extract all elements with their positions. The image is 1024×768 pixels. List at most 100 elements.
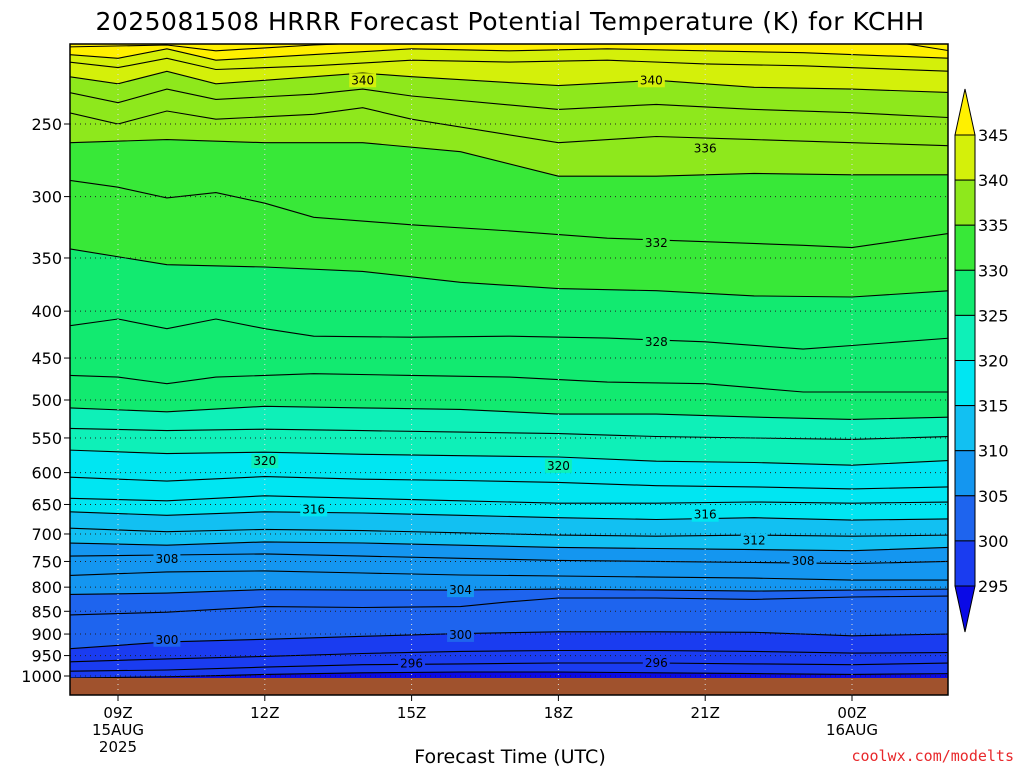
contour-label-bg bbox=[398, 656, 426, 671]
fill-band bbox=[70, 553, 948, 581]
y-tick-label: 550 bbox=[31, 429, 62, 448]
contour-label: 316 bbox=[694, 508, 717, 522]
fill-band bbox=[70, 139, 948, 248]
x-tick-label: 2025 bbox=[99, 738, 137, 756]
contour-label: 320 bbox=[253, 454, 276, 468]
contour-label-bg bbox=[447, 583, 474, 598]
contour-label-bg bbox=[300, 502, 328, 517]
contour-label-bg bbox=[251, 454, 279, 469]
colorbar-swatch bbox=[954, 360, 976, 407]
contour-label-bg bbox=[789, 553, 817, 568]
colorbar-extend-top bbox=[954, 88, 976, 136]
y-tick-label: 950 bbox=[31, 647, 62, 666]
isentrope-line bbox=[70, 476, 948, 490]
y-tick-label: 850 bbox=[31, 602, 62, 621]
isentrope-line bbox=[70, 449, 948, 466]
x-tick-label: 15AUG bbox=[92, 721, 144, 739]
x-tick-label: 00Z bbox=[837, 704, 866, 722]
contour-label: 296 bbox=[400, 656, 423, 670]
contour-label: 340 bbox=[351, 73, 374, 87]
fill-band bbox=[70, 48, 948, 72]
colorbar-tick-label: 340 bbox=[978, 171, 1009, 190]
x-tick-label: 18Z bbox=[544, 704, 573, 722]
colorbar-tick-label: 315 bbox=[978, 397, 1009, 416]
y-tick-label: 450 bbox=[31, 349, 62, 368]
contour-label: 304 bbox=[449, 583, 472, 597]
colorbar-swatch bbox=[954, 495, 976, 542]
credit-text: coolwx.com/modelts bbox=[851, 747, 1014, 765]
fill-band bbox=[70, 495, 948, 521]
isentrope-line bbox=[70, 88, 948, 119]
isentrope-line bbox=[70, 541, 948, 552]
fill-band bbox=[70, 107, 948, 177]
contour-label-bg bbox=[642, 235, 670, 250]
contour-label: 328 bbox=[645, 335, 668, 349]
isentrope-line bbox=[70, 248, 948, 298]
contour-label-bg bbox=[637, 73, 665, 88]
colorbar-swatch bbox=[954, 269, 976, 316]
fill-band bbox=[70, 71, 948, 118]
isentrope-line bbox=[70, 527, 948, 537]
colorbar-swatch bbox=[954, 224, 976, 271]
y-tick-label: 400 bbox=[31, 302, 62, 321]
contour-label: 316 bbox=[302, 502, 325, 516]
contour-label: 308 bbox=[792, 554, 815, 568]
y-tick-label: 800 bbox=[31, 578, 62, 597]
chart-title: 2025081508 HRRR Forecast Potential Tempe… bbox=[95, 7, 924, 36]
contour-label: 320 bbox=[547, 459, 570, 473]
contour-label: 296 bbox=[645, 656, 668, 670]
colorbar-tick-label: 305 bbox=[978, 487, 1009, 506]
isentrope-line bbox=[70, 48, 948, 61]
fill-band bbox=[70, 596, 948, 649]
contour-label: 308 bbox=[155, 552, 178, 566]
colorbar-swatch bbox=[954, 314, 976, 361]
colorbar-tick-label: 295 bbox=[978, 577, 1009, 596]
isentrope-line bbox=[70, 139, 948, 177]
contour-label: 340 bbox=[640, 73, 663, 87]
x-tick-label: 16AUG bbox=[826, 721, 878, 739]
isentrope-line bbox=[70, 570, 948, 581]
contour-label-bg bbox=[691, 507, 719, 522]
y-tick-label: 250 bbox=[31, 115, 62, 134]
isentrope-line bbox=[70, 318, 948, 350]
y-tick-label: 700 bbox=[31, 525, 62, 544]
x-tick-label: 12Z bbox=[250, 704, 279, 722]
y-tick-label: 300 bbox=[31, 188, 62, 207]
fill-band bbox=[70, 373, 948, 420]
y-tick-label: 1000 bbox=[21, 667, 62, 686]
contour-label-bg bbox=[349, 73, 377, 88]
contour-label: 312 bbox=[743, 534, 766, 548]
isentrope-line bbox=[70, 44, 948, 52]
fill-band bbox=[70, 570, 948, 595]
contour-label-bg bbox=[447, 627, 474, 642]
isentrope-line bbox=[70, 595, 948, 616]
fill-band bbox=[70, 631, 948, 662]
fill-band bbox=[70, 589, 948, 615]
x-axis-label: Forecast Time (UTC) bbox=[414, 746, 605, 768]
isentrope-line bbox=[70, 511, 948, 521]
colorbar-tick-label: 325 bbox=[978, 306, 1009, 325]
fill-band bbox=[70, 476, 948, 504]
colorbar-tick-label: 320 bbox=[978, 352, 1009, 371]
y-tick-label: 600 bbox=[31, 464, 62, 483]
fill-band bbox=[70, 248, 948, 350]
isentrope-line bbox=[70, 57, 948, 72]
isentrope-line bbox=[70, 405, 948, 420]
contour-labels: 340 340 336 332 328 320 320 316 316 312 308 308 304 3… bbox=[153, 73, 817, 671]
isentrope-line bbox=[70, 107, 948, 147]
colorbar-tick-label: 300 bbox=[978, 532, 1009, 551]
contour-label-bg bbox=[691, 141, 719, 156]
x-tick-label: 15Z bbox=[397, 704, 426, 722]
fill-band bbox=[70, 44, 948, 51]
contour-label: 300 bbox=[449, 628, 472, 642]
isentrope-line bbox=[70, 70, 948, 93]
fill-band bbox=[70, 319, 948, 392]
y-tick-label: 350 bbox=[31, 249, 62, 268]
isentrope-line bbox=[70, 427, 948, 440]
isentrope-line bbox=[70, 649, 948, 663]
contour-label: 300 bbox=[155, 633, 178, 647]
ground-fill bbox=[70, 677, 948, 695]
isentrope-line bbox=[70, 631, 948, 650]
